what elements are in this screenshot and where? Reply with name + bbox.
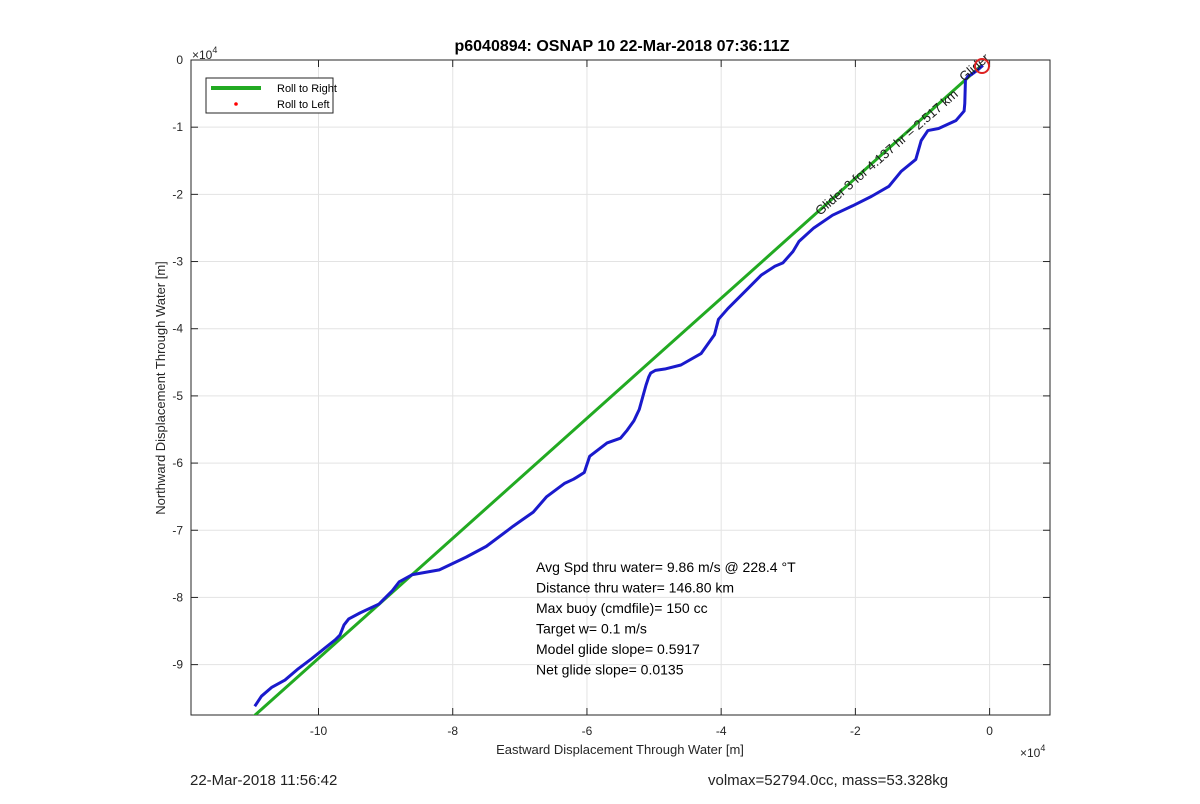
x-tick-label: -2 — [850, 724, 861, 738]
series-track-line — [253, 64, 984, 708]
end-marker — [974, 58, 990, 74]
plot-lines — [252, 64, 984, 715]
legend-roll-left-label: Roll to Left — [277, 99, 330, 111]
stats-line: Net glide slope= 0.0135 — [536, 662, 684, 678]
stats-line: Target w= 0.1 m/s — [536, 621, 647, 637]
grid — [191, 59, 1050, 715]
y-exponent-base: ×10 — [192, 48, 213, 62]
stats-line: Distance thru water= 146.80 km — [536, 580, 734, 596]
x-exponent-power: 4 — [1040, 743, 1045, 753]
x-exponent-base: ×10 — [1020, 746, 1041, 760]
y-tick-label: -2 — [172, 187, 183, 201]
x-exponent-label: ×104 — [1020, 743, 1045, 760]
y-tick-label: -3 — [172, 255, 183, 269]
x-tick-label: -6 — [582, 724, 593, 738]
x-tick-label: 0 — [986, 724, 993, 738]
y-tick-label: -5 — [172, 389, 183, 403]
axes-box — [190, 59, 1051, 716]
x-tick-label: -8 — [447, 724, 458, 738]
x-axis-label: Eastward Displacement Through Water [m] — [496, 742, 744, 757]
stats-line: Model glide slope= 0.5917 — [536, 641, 700, 657]
y-tick-label: -9 — [172, 658, 183, 672]
series-roll-to-right-line — [252, 64, 983, 715]
x-tick-label: -10 — [310, 724, 328, 738]
legend-box — [205, 77, 334, 114]
y-tick-label: -1 — [172, 120, 183, 134]
y-exponent-label: ×104 — [192, 45, 217, 62]
stats-line: Avg Spd thru water= 9.86 m/s @ 228.4 °T — [536, 559, 796, 575]
footer-glider-info: volmax=52794.0cc, mass=53.328kg — [708, 772, 949, 789]
y-axis-label: Northward Displacement Through Water [m] — [153, 261, 168, 515]
y-tick-label: -7 — [172, 523, 183, 537]
chart-title: p6040894: OSNAP 10 22-Mar-2018 07:36:11Z — [454, 38, 789, 55]
legend-roll-right-label: Roll to Right — [277, 83, 337, 95]
y-tick-label: -4 — [172, 322, 183, 336]
stats-block: Avg Spd thru water= 9.86 m/s @ 228.4 °T D… — [536, 559, 796, 678]
x-tick-label: -4 — [716, 724, 727, 738]
y-tick-label: -6 — [172, 456, 183, 470]
svg-text:×104: ×104 — [192, 45, 217, 62]
ticks: -10 -8 -6 -4 -2 0 0 -1 -2 -3 -4 -5 -6 -7 -8 -9 — [172, 53, 1050, 738]
svg-text:×104: ×104 — [1020, 743, 1045, 760]
footer-timestamp: 22-Mar-2018 11:56:42 — [190, 772, 338, 789]
y-exponent-power: 4 — [212, 45, 217, 55]
stats-line: Max buoy (cmdfile)= 150 cc — [536, 600, 708, 616]
y-tick-label: 0 — [176, 53, 183, 67]
y-tick-label: -8 — [172, 590, 183, 604]
legend-roll-left-swatch — [234, 102, 238, 106]
legend: Roll to Right Roll to Left — [205, 77, 337, 114]
